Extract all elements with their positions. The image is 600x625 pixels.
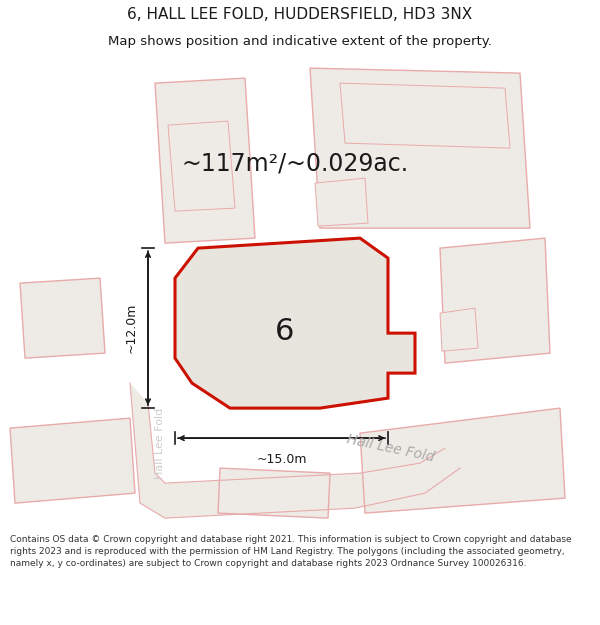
Polygon shape [175, 238, 415, 408]
Polygon shape [130, 383, 460, 518]
Polygon shape [168, 121, 235, 211]
Polygon shape [20, 278, 105, 358]
Text: 6, HALL LEE FOLD, HUDDERSFIELD, HD3 3NX: 6, HALL LEE FOLD, HUDDERSFIELD, HD3 3NX [127, 8, 473, 22]
Polygon shape [10, 418, 135, 503]
Polygon shape [155, 78, 255, 243]
Text: Contains OS data © Crown copyright and database right 2021. This information is : Contains OS data © Crown copyright and d… [10, 535, 572, 568]
Text: Hall Lee Fold: Hall Lee Fold [345, 432, 435, 464]
Text: ~15.0m: ~15.0m [256, 453, 307, 466]
Polygon shape [310, 68, 530, 228]
Polygon shape [360, 408, 565, 513]
Text: Map shows position and indicative extent of the property.: Map shows position and indicative extent… [108, 35, 492, 48]
Polygon shape [340, 83, 510, 148]
Text: 6: 6 [275, 317, 295, 346]
Polygon shape [218, 468, 330, 518]
Text: Hall Lee Fold: Hall Lee Fold [155, 408, 165, 479]
Polygon shape [440, 238, 550, 363]
Polygon shape [315, 178, 368, 226]
Text: ~117m²/~0.029ac.: ~117m²/~0.029ac. [181, 151, 409, 175]
Text: ~12.0m: ~12.0m [125, 303, 138, 353]
Polygon shape [440, 308, 478, 351]
